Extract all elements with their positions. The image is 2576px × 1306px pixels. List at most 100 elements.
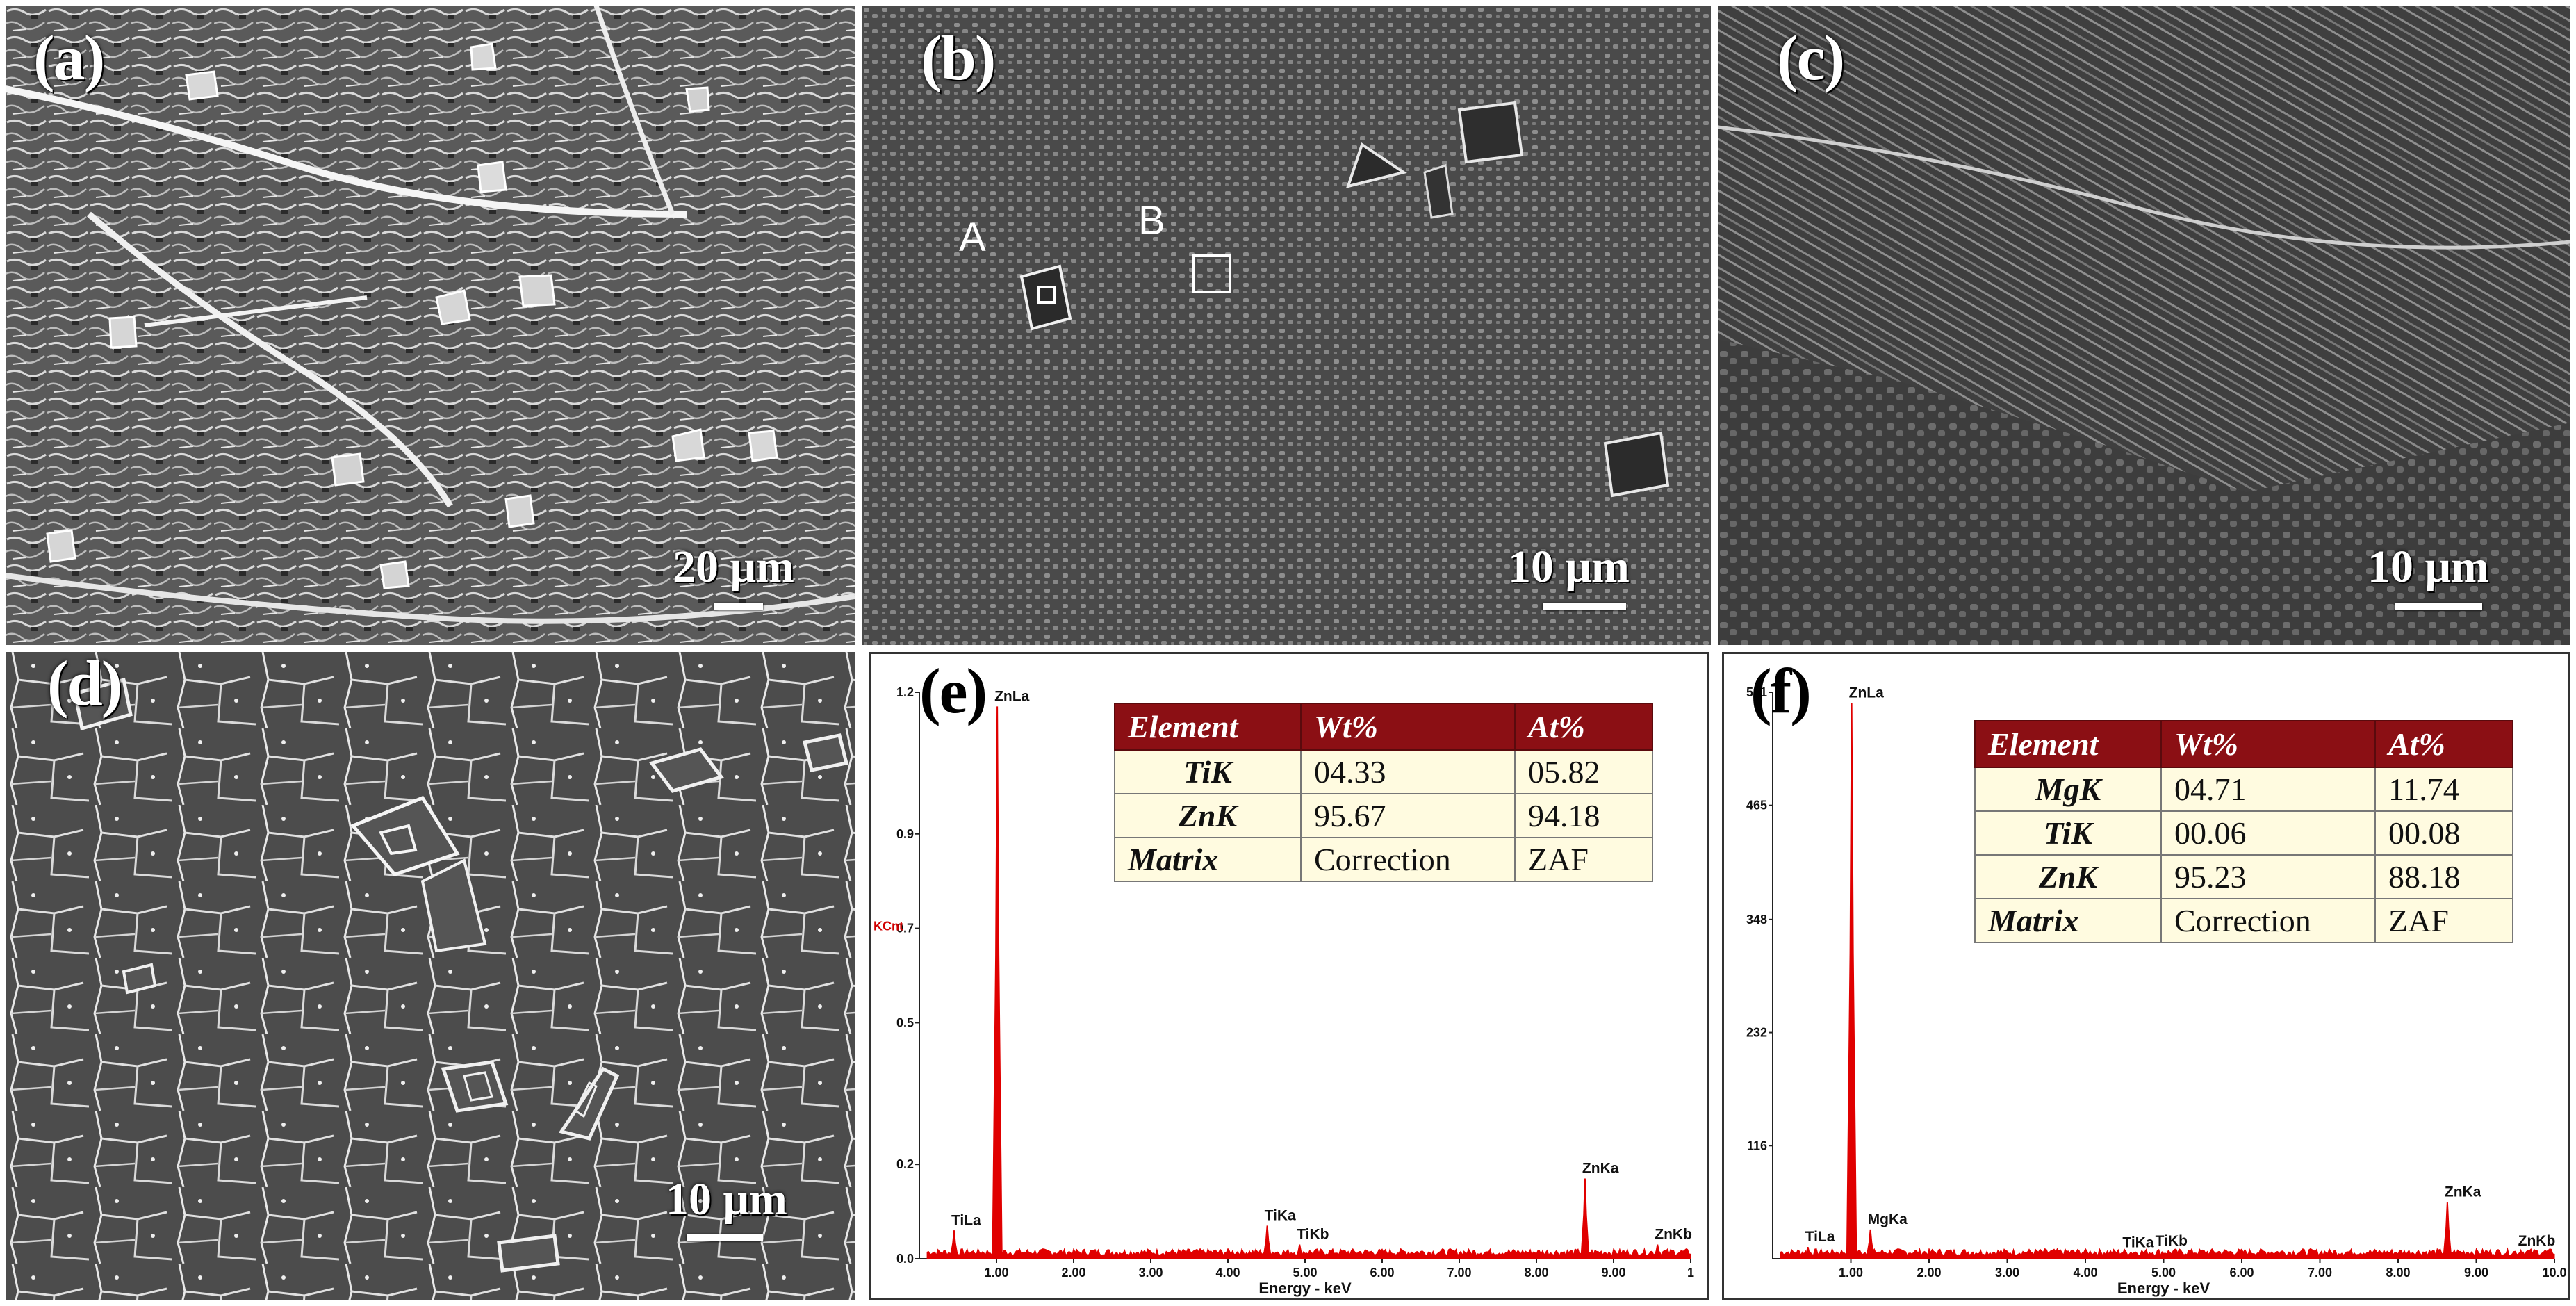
table-cell-wt: 04.71 (2160, 767, 2376, 812)
peak-label: TiKa (1265, 1207, 1296, 1223)
peak-label: ZnKa (1582, 1161, 1619, 1177)
scale-bar-a (714, 603, 763, 610)
spectrum-peak (1262, 1225, 1272, 1259)
y-tick-label: 581 (1746, 685, 1767, 699)
peak-label: ZnKb (1655, 1227, 1692, 1243)
table-cell-wt: 00.06 (2160, 810, 2376, 856)
scale-bar-c (2395, 603, 2482, 610)
x-tick-label: 1.00 (1839, 1266, 1863, 1280)
table-row: MgK 04.71 11.74 (1974, 767, 2513, 812)
roi-label-a: A (959, 215, 986, 260)
spectrum-peak (1846, 703, 1857, 1259)
y-tick-label: 0.7 (896, 922, 914, 936)
spectrum-baseline (926, 1247, 1691, 1259)
spectrum-baseline (1780, 1247, 2555, 1259)
scale-bar-d (687, 1234, 763, 1241)
spectrum-peak (1803, 1246, 1813, 1259)
table-cell-wt: Correction (2160, 898, 2376, 943)
y-tick-label: 0.2 (896, 1157, 914, 1171)
sem-image-b (862, 6, 1711, 645)
spectrum-peak (2516, 1248, 2527, 1259)
x-tick-label: 10.0 (2542, 1266, 2566, 1280)
peak-label: MgKa (1868, 1211, 1908, 1227)
table-cell-wt: 04.33 (1300, 749, 1516, 794)
x-tick-label: 5.00 (2151, 1266, 2176, 1280)
panel-label-b: (b) (921, 22, 996, 93)
x-tick-label: 7.00 (2308, 1266, 2332, 1280)
spectrum-peak (2119, 1251, 2131, 1259)
table-cell-element: TiK (1114, 749, 1302, 794)
table-row: TiK 00.06 00.08 (1974, 810, 2513, 856)
x-tick-label: 4.00 (2073, 1266, 2097, 1280)
x-tick-label: 2.00 (1061, 1266, 1085, 1280)
panel-label-a: (a) (33, 22, 105, 93)
y-tick-label: 0.5 (896, 1015, 914, 1029)
y-tick-label: 116 (1747, 1138, 1767, 1152)
scale-bar-label-a: 20 μm (673, 541, 794, 592)
spectrum-peak (992, 706, 1003, 1259)
table-cell-element: Matrix (1974, 898, 2162, 943)
table-cell-at: 00.08 (2374, 810, 2513, 856)
table-cell-element: ZnK (1114, 793, 1302, 838)
y-tick-label: 1.2 (896, 685, 914, 699)
table-row: Matrix Correction ZAF (1974, 898, 2513, 943)
peak-label: ZnKa (2445, 1184, 2481, 1200)
peak-label: TiLa (951, 1212, 981, 1228)
table-row: ZnK 95.67 94.18 (1114, 793, 1653, 838)
table-cell-element: MgK (1974, 767, 2162, 812)
spectrum-peak (1580, 1178, 1590, 1259)
x-tick-label: 8.00 (1524, 1266, 1548, 1280)
sem-image-c (1718, 6, 2570, 645)
peak-label: TiLa (1805, 1229, 1835, 1245)
table-header-at: At% (1514, 703, 1653, 751)
x-tick-label: 6.00 (1370, 1266, 1394, 1280)
eds-table-f: Element Wt% At% MgK 04.71 11.74 TiK 00.0… (1974, 720, 2513, 943)
spectrum-peak (1865, 1229, 1876, 1259)
peak-label: TiKa (2122, 1235, 2153, 1251)
table-cell-element: Matrix (1114, 837, 1302, 882)
table-header-wt: Wt% (1300, 703, 1516, 751)
panel-b: A B (b) 10 μm (862, 6, 1711, 645)
x-tick-label: 8.00 (2386, 1266, 2410, 1280)
x-tick-label: 3.00 (1995, 1266, 2019, 1280)
x-tick-label: 5.00 (1293, 1266, 1317, 1280)
y-tick-label: 465 (1746, 799, 1767, 813)
panel-label-c: (c) (1777, 22, 1845, 93)
table-cell-at: 94.18 (1514, 793, 1653, 838)
y-tick-label: 232 (1746, 1026, 1767, 1040)
sem-image-a (6, 6, 855, 645)
panel-e: 0.0 0.2 0.5 0.7 0.9 1.2 1.00 2.00 3.00 4.00 5.00 6.… (869, 652, 1709, 1300)
y-tick-label: 0.9 (896, 827, 914, 841)
table-cell-at: 88.18 (2374, 854, 2513, 899)
x-tick-label: 3.00 (1138, 1266, 1163, 1280)
table-cell-wt: Correction (1300, 837, 1516, 882)
table-cell-wt: 95.23 (2160, 854, 2376, 899)
peak-label: ZnLa (1849, 685, 1884, 701)
spectrum-peak (1295, 1244, 1305, 1259)
table-cell-wt: 95.67 (1300, 793, 1516, 838)
x-axis-label: Energy - keV (1258, 1280, 1352, 1297)
table-header-at: At% (2374, 720, 2513, 768)
x-axis-label: Energy - keV (2117, 1280, 2210, 1297)
table-header-row: Element Wt% At% (1114, 703, 1653, 751)
table-header-wt: Wt% (2160, 720, 2376, 768)
x-tick-label: 7.00 (1447, 1266, 1471, 1280)
table-row: TiK 04.33 05.82 (1114, 749, 1653, 794)
x-tick-label: 6.00 (2229, 1266, 2254, 1280)
table-cell-element: TiK (1974, 810, 2162, 856)
table-cell-at: 05.82 (1514, 749, 1653, 794)
table-header-element: Element (1974, 720, 2162, 768)
x-tick-label: 4.00 (1215, 1266, 1240, 1280)
roi-label-b: B (1138, 198, 1165, 243)
table-header-element: Element (1114, 703, 1302, 751)
scale-bar-label-d: 10 μm (666, 1174, 787, 1225)
peak-label: TiKb (2156, 1233, 2188, 1249)
table-row: ZnK 95.23 88.18 (1974, 854, 2513, 899)
x-tick-label: 1.00 (984, 1266, 1008, 1280)
x-tick-label: 9.00 (2464, 1266, 2488, 1280)
spectrum-peak (2153, 1248, 2164, 1259)
table-cell-at: ZAF (1514, 837, 1653, 882)
panel-label-f: (f) (1750, 655, 1812, 726)
peak-label: ZnKb (2518, 1233, 2556, 1249)
spectrum-peak (949, 1230, 959, 1259)
